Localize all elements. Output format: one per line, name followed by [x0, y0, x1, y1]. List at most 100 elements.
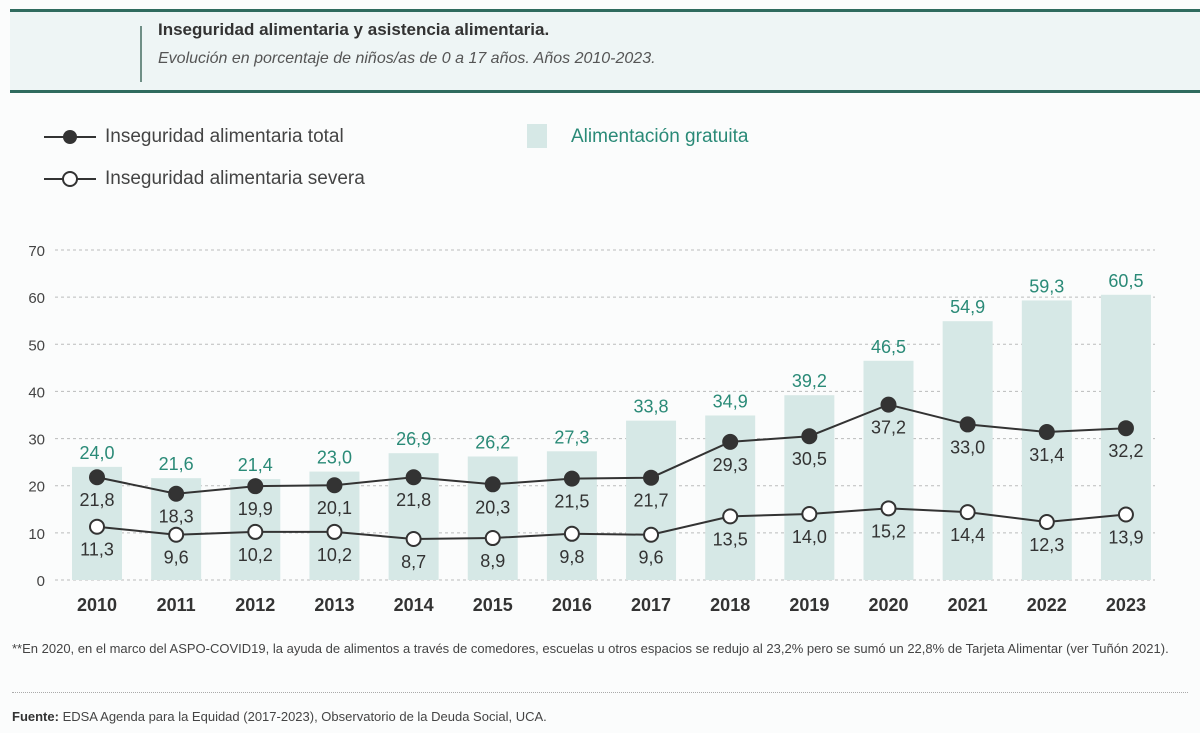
bar	[626, 420, 677, 580]
data-point	[1038, 423, 1055, 440]
x-tick-label: 2023	[1106, 595, 1146, 615]
data-point	[1117, 506, 1134, 523]
y-tick-label: 30	[28, 432, 45, 449]
x-tick-label: 2011	[157, 595, 196, 615]
x-tick-label: 2017	[631, 595, 671, 615]
legend-severa-label: Inseguridad alimentaria severa	[105, 168, 365, 189]
point-value-label: 9,6	[164, 548, 189, 568]
bar-value-label: 54,9	[950, 297, 985, 317]
point-value-label: 14,4	[950, 525, 985, 545]
data-point	[168, 526, 185, 543]
x-tick-label: 2013	[314, 595, 354, 615]
y-tick-label: 40	[28, 384, 45, 401]
data-point	[247, 478, 264, 495]
data-point	[959, 416, 976, 433]
data-point	[643, 469, 660, 486]
bar-value-label: 26,9	[396, 429, 431, 449]
point-value-label: 14,0	[792, 527, 827, 547]
bar-value-label: 21,6	[159, 454, 194, 474]
series-line	[96, 403, 1126, 495]
point-value-label: 29,3	[713, 455, 748, 475]
legend-severa-marker	[62, 171, 78, 187]
bar-value-label: 21,4	[238, 455, 273, 475]
bar-value-label: 27,3	[554, 427, 589, 447]
data-point	[247, 523, 264, 540]
legend-bar-label: Alimentación gratuita	[571, 126, 749, 147]
series-line	[96, 507, 1127, 540]
point-value-label: 9,8	[559, 547, 584, 567]
header-accent-line	[140, 26, 142, 82]
data-point	[168, 485, 185, 502]
data-point	[484, 476, 501, 493]
point-value-label: 9,6	[639, 548, 664, 568]
source-text: EDSA Agenda para la Equidad (2017-2023),…	[58, 709, 547, 724]
chart-title: Inseguridad alimentaria y asistencia ali…	[158, 20, 550, 39]
data-point	[484, 530, 501, 547]
source-label: Fuente:	[12, 709, 59, 724]
point-value-label: 18,3	[159, 507, 194, 527]
data-point	[89, 518, 105, 535]
point-value-label: 8,9	[480, 551, 505, 571]
legend-bar-swatch	[527, 124, 547, 148]
x-tick-label: 2010	[77, 595, 117, 615]
point-value-label: 8,7	[401, 552, 426, 572]
legend-total-marker	[63, 130, 77, 144]
point-value-label: 37,2	[871, 418, 906, 438]
x-tick-label: 2012	[235, 595, 275, 615]
bar-value-label: 33,8	[634, 397, 669, 417]
point-value-label: 21,8	[396, 490, 431, 510]
x-tick-label: 2014	[394, 595, 434, 615]
bar-value-label: 39,2	[792, 371, 827, 391]
bar	[863, 360, 914, 580]
data-point	[89, 469, 105, 486]
bar-value-label: 60,5	[1108, 271, 1143, 291]
data-point	[405, 530, 422, 547]
y-tick-label: 0	[37, 573, 45, 590]
point-value-label: 30,5	[792, 449, 827, 469]
data-point	[959, 504, 976, 521]
data-point	[801, 506, 818, 522]
data-point	[563, 525, 580, 542]
data-point	[880, 396, 897, 413]
data-point	[643, 526, 660, 543]
point-value-label: 11,3	[80, 540, 114, 560]
data-point	[326, 523, 343, 540]
data-point	[880, 500, 897, 517]
bar	[1021, 300, 1072, 580]
chart-subtitle: Evolución en porcentaje de niños/as de 0…	[158, 50, 656, 67]
y-tick-label: 60	[28, 290, 45, 307]
chart-header	[10, 9, 1200, 93]
bar-value-label: 46,5	[871, 337, 906, 357]
data-point	[722, 433, 739, 450]
bar-value-label: 23,0	[317, 448, 352, 468]
source: Fuente: EDSA Agenda para la Equidad (201…	[12, 709, 547, 724]
bar	[942, 321, 993, 580]
point-value-label: 21,5	[554, 492, 589, 512]
bar	[1100, 294, 1151, 580]
data-point	[722, 508, 739, 525]
point-value-label: 21,8	[79, 490, 114, 510]
legend-total-label: Inseguridad alimentaria total	[105, 126, 344, 147]
bar-value-label: 26,2	[475, 432, 510, 452]
data-point	[563, 470, 580, 487]
point-value-label: 33,0	[950, 437, 985, 457]
data-point	[1117, 420, 1134, 437]
y-tick-label: 70	[28, 243, 45, 260]
point-value-label: 10,2	[317, 545, 352, 565]
point-value-label: 19,9	[238, 499, 273, 519]
data-point	[1038, 514, 1055, 531]
x-tick-label: 2019	[789, 595, 829, 615]
point-value-label: 13,9	[1108, 527, 1143, 547]
point-value-label: 31,4	[1029, 445, 1064, 465]
x-tick-label: 2015	[473, 595, 513, 615]
point-value-label: 20,3	[475, 497, 510, 517]
bar-value-label: 24,0	[79, 443, 114, 463]
x-tick-label: 2016	[552, 595, 592, 615]
y-tick-label: 10	[28, 526, 45, 543]
bar-value-label: 34,9	[713, 391, 748, 411]
data-point	[405, 469, 422, 486]
point-value-label: 20,1	[317, 498, 352, 518]
x-tick-label: 2020	[868, 595, 908, 615]
point-value-label: 32,2	[1108, 441, 1143, 461]
